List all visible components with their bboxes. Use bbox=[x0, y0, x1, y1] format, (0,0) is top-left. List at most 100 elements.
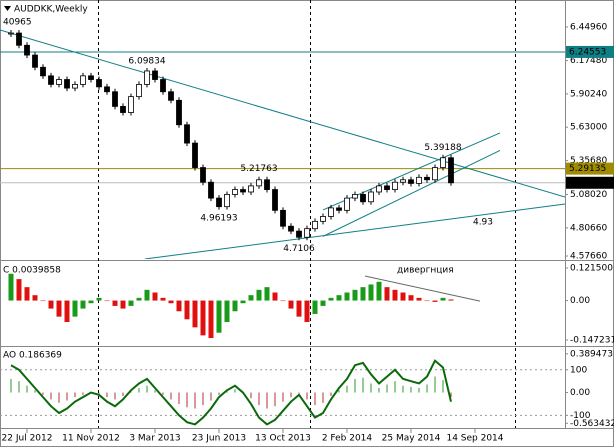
candle bbox=[376, 185, 382, 193]
histogram-bar bbox=[216, 300, 222, 333]
histogram-bar bbox=[202, 392, 204, 406]
x-tick-label: 3 Mar 2013 bbox=[129, 434, 180, 444]
histogram-bar bbox=[98, 392, 100, 394]
candle bbox=[352, 194, 358, 199]
candle bbox=[248, 185, 254, 193]
histogram-bar bbox=[80, 300, 86, 309]
price-annotation: 6.09834 bbox=[128, 56, 165, 66]
histogram-bar bbox=[104, 300, 110, 302]
price-annotation: 5.21763 bbox=[240, 164, 277, 174]
candle bbox=[312, 220, 318, 230]
candle bbox=[32, 54, 38, 68]
candle bbox=[160, 79, 166, 93]
histogram-bar bbox=[418, 388, 420, 393]
candle bbox=[328, 207, 334, 217]
y-tick-label: 4.57660 bbox=[570, 251, 607, 261]
candle bbox=[224, 194, 230, 208]
price-label: 5.29135 bbox=[569, 164, 606, 174]
histogram-bar bbox=[114, 392, 116, 400]
y-tick-label: -0.147231 bbox=[570, 335, 614, 345]
x-tick-label: 13 Oct 2013 bbox=[255, 434, 311, 444]
histogram-bar bbox=[320, 300, 326, 306]
histogram-bar bbox=[392, 289, 398, 301]
histogram-bar bbox=[400, 292, 406, 301]
y-tick-label: 0.00 bbox=[570, 388, 590, 398]
plot-area bbox=[0, 359, 565, 426]
divergence-label: дивергнция bbox=[397, 266, 454, 276]
price-annotation: 4.96193 bbox=[200, 213, 237, 223]
histogram-bar bbox=[370, 383, 372, 393]
price-label-box bbox=[566, 162, 614, 175]
histogram-bar bbox=[8, 273, 14, 301]
y-tick-label: 4.80660 bbox=[570, 223, 607, 233]
y-tick-label: 0.389473 bbox=[570, 349, 613, 359]
histogram-bar bbox=[170, 392, 172, 400]
plot-area bbox=[8, 273, 481, 339]
histogram-bar bbox=[234, 389, 236, 393]
chart-subtitle: 40965 bbox=[3, 18, 32, 28]
histogram-bar bbox=[410, 386, 412, 393]
histogram-bar bbox=[160, 297, 166, 301]
candle bbox=[280, 209, 286, 227]
candle bbox=[304, 228, 310, 238]
menu-arrow bbox=[4, 6, 11, 11]
histogram-bar bbox=[408, 295, 414, 301]
candle bbox=[400, 179, 406, 183]
histogram-bar bbox=[112, 300, 118, 306]
histogram-bar bbox=[138, 388, 140, 393]
histogram-bar bbox=[24, 287, 30, 301]
oscillator-line bbox=[10, 359, 452, 426]
histogram-bar bbox=[50, 392, 52, 400]
histogram-bar bbox=[26, 385, 28, 393]
period-separators bbox=[98, 0, 516, 428]
histogram-bar bbox=[136, 297, 142, 301]
histogram-bar bbox=[450, 392, 452, 398]
candle bbox=[416, 176, 422, 184]
candle bbox=[80, 75, 86, 85]
histogram-bar bbox=[328, 297, 334, 301]
histogram-bar bbox=[42, 392, 44, 395]
y-tick-label: 5.08020 bbox=[570, 190, 607, 200]
histogram-bar bbox=[264, 287, 270, 301]
histogram-bar bbox=[448, 299, 454, 301]
histogram-bar bbox=[352, 289, 358, 301]
histogram-bar bbox=[122, 392, 124, 396]
candle bbox=[128, 96, 134, 113]
y-tick-label: 5.35680 bbox=[570, 156, 607, 166]
histogram-bar bbox=[304, 300, 310, 322]
histogram-bar bbox=[154, 390, 156, 393]
histogram-bar bbox=[82, 392, 84, 395]
price-label-box bbox=[566, 45, 614, 58]
candle bbox=[232, 189, 238, 195]
histogram-bar bbox=[440, 297, 446, 301]
histogram-bar bbox=[106, 392, 108, 398]
candle bbox=[184, 124, 190, 144]
candle bbox=[112, 91, 118, 107]
y-tick-label: 5.90240 bbox=[570, 89, 607, 99]
indicator-label: C 0.0039858 bbox=[3, 266, 61, 276]
candle bbox=[256, 179, 262, 187]
histogram-bar bbox=[152, 292, 158, 301]
histogram-bar bbox=[194, 392, 196, 409]
candle bbox=[136, 84, 142, 98]
histogram-bar bbox=[402, 385, 404, 393]
x-tick-label: 11 Nov 2012 bbox=[62, 434, 120, 444]
histogram-bar bbox=[442, 380, 444, 393]
candle bbox=[144, 70, 150, 85]
histogram-bar bbox=[226, 391, 228, 393]
candle bbox=[424, 176, 430, 181]
histogram-bar bbox=[346, 385, 348, 393]
candle bbox=[432, 167, 438, 181]
y-tick-label: 6.17480 bbox=[570, 56, 607, 66]
candle bbox=[240, 189, 246, 193]
candle bbox=[192, 142, 198, 168]
x-tick-label: 25 May 2014 bbox=[382, 434, 441, 444]
candle bbox=[176, 99, 182, 126]
candle bbox=[24, 44, 30, 56]
histogram-bar bbox=[250, 392, 252, 399]
histogram-bar bbox=[376, 281, 382, 301]
histogram-bar bbox=[88, 300, 94, 304]
histogram-bar bbox=[10, 378, 12, 393]
histogram-bar bbox=[256, 289, 262, 301]
